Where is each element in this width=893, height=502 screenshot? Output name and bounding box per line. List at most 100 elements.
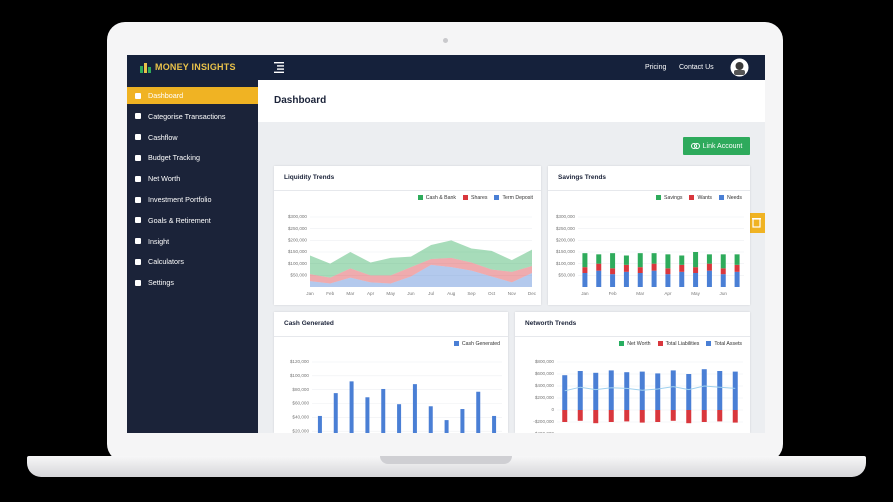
chart-plot: $300,000 $250,000 $200,000 $150,000 $100,000… [288,214,537,296]
bar [679,255,685,265]
sidebar-item[interactable]: Investment Portfolio [127,191,258,208]
bar [596,254,602,264]
sidebar-item[interactable]: Net Worth [127,170,258,187]
card-title: Networth Trends [525,320,577,327]
legend-item: Needs [719,195,742,201]
bar [706,254,712,264]
card-divider [548,190,750,191]
bar [665,254,671,269]
sidebar-icon [135,196,141,203]
legend-swatch [656,195,662,200]
screen: MONEY INSIGHTS Pricing Contact Us Dashbo… [127,55,765,433]
legend-item: Total Assets [706,341,742,347]
sidebar-label: Categorise Transactions [148,111,226,121]
sidebar-icon [135,217,141,224]
bar [397,404,402,433]
y-tick-label: $100,000 [288,261,308,266]
menu-toggle[interactable] [274,62,284,73]
sidebar-item[interactable]: Settings [127,274,258,291]
bar [706,270,712,287]
sidebar-icon [135,154,141,161]
sidebar-label: Calculators [148,257,184,267]
y-tick-label: $400,000 [535,383,555,388]
y-tick-label: $20,000 [292,428,309,433]
legend-item: Savings [656,195,682,201]
sidebar-icon [135,238,141,245]
legend-swatch [719,195,724,200]
legend-swatch [657,341,663,346]
bar [637,267,643,273]
bar [317,415,322,433]
bar [428,406,433,433]
x-tick-label: Jan [581,291,589,296]
sidebar-item[interactable]: Calculators [127,253,258,270]
bar [593,372,599,410]
sidebar-icon [135,92,141,99]
bar [693,267,699,273]
page-header: Dashboard [258,80,765,122]
x-tick-label: Feb [609,291,617,296]
legend: Net Worth Total Liabilities Total Assets [619,341,742,347]
bar [637,273,643,287]
y-tick-label: $300,000 [288,214,308,219]
sidebar-item[interactable]: Budget Tracking [127,149,258,166]
legend-swatch [463,195,468,200]
y-tick-label: $50,000 [558,273,575,278]
sidebar-item[interactable]: Categorise Transactions [127,108,258,125]
bar [582,267,588,273]
side-tab[interactable] [748,213,765,233]
legend-label: Wants [697,195,712,201]
bar [686,410,692,424]
y-tick-label: $200,000 [556,238,576,243]
bar [706,263,712,271]
sidebar-item[interactable]: Dashboard [127,87,258,104]
sidebar-item[interactable]: Cashflow [127,129,258,146]
legend-swatch [417,195,423,200]
laptop-base [27,456,866,477]
x-tick-label: Nov [508,291,517,296]
sidebar-item[interactable]: Insight [127,233,258,250]
bar [655,373,661,410]
x-tick-label: Feb [326,291,334,296]
bar [582,253,588,268]
brand-logo [140,63,151,73]
bar [562,410,568,422]
bar [623,271,629,287]
sidebar-icon [135,134,141,141]
bar [701,369,707,410]
bar [679,271,685,287]
area [310,240,532,278]
bar [577,410,583,421]
bar [734,271,740,287]
legend-item: Net Worth [619,341,651,347]
y-tick-label: 0 [551,407,554,412]
area [310,264,532,287]
x-tick-label: May [386,291,395,296]
nav-link[interactable]: Contact Us [679,64,714,71]
link-account-button[interactable]: Link Account [683,137,750,155]
y-tick-label: $200,000 [535,395,555,400]
chart-card: Cash Generated Cash Generated $120,000 $100… [274,312,508,433]
bar [693,252,699,268]
bar [686,374,692,410]
avatar[interactable] [730,58,749,77]
bar [412,384,417,433]
sidebar-item[interactable]: Goals & Retirement [127,212,258,229]
sidebar-label: Investment Portfolio [148,195,212,204]
tab-icon [752,218,761,228]
sidebar-label: Net Worth [148,174,181,184]
nav-link[interactable]: Pricing [645,64,667,71]
bar [720,268,726,275]
x-tick-label: Aug [447,291,456,296]
legend-label: Needs [727,195,742,201]
legend-swatch [453,341,459,346]
bar [608,410,614,422]
bar [610,253,616,269]
card-title: Liquidity Trends [284,174,335,181]
bar [333,393,338,433]
legend-swatch [619,341,625,346]
y-tick-label: $40,000 [292,415,309,420]
bar [476,391,481,433]
bar [732,410,738,423]
y-tick-label: $50,000 [290,273,307,278]
